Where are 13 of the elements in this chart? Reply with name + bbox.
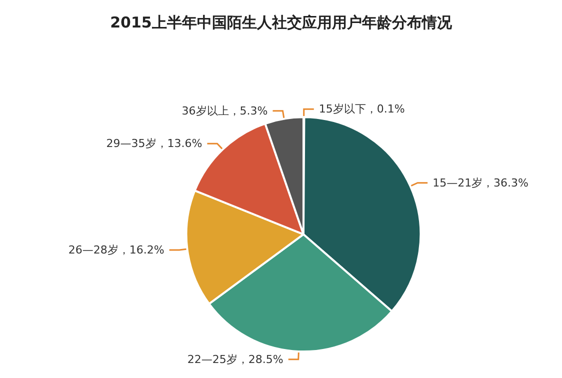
data-label: ，5.3% xyxy=(228,104,268,118)
slice-label: 36岁以上 xyxy=(182,104,229,118)
chart-title: 2015上半年中国陌生人社交应用用户年龄分布情况 xyxy=(110,14,453,32)
data-label: ，28.5% xyxy=(237,352,284,366)
data-label: ，0.1% xyxy=(366,102,405,116)
slice-label: 29—35岁 xyxy=(106,137,156,150)
data-label: ，16.2% xyxy=(118,244,164,257)
slice-label: 26—28岁 xyxy=(68,244,118,257)
slice-label: 15岁以下 xyxy=(318,102,366,116)
slice-label: 22—25岁 xyxy=(187,352,238,366)
data-label: ，36.3% xyxy=(482,176,529,190)
slice-label: 15—21岁 xyxy=(432,176,483,190)
data-label: ，13.6% xyxy=(156,137,202,150)
